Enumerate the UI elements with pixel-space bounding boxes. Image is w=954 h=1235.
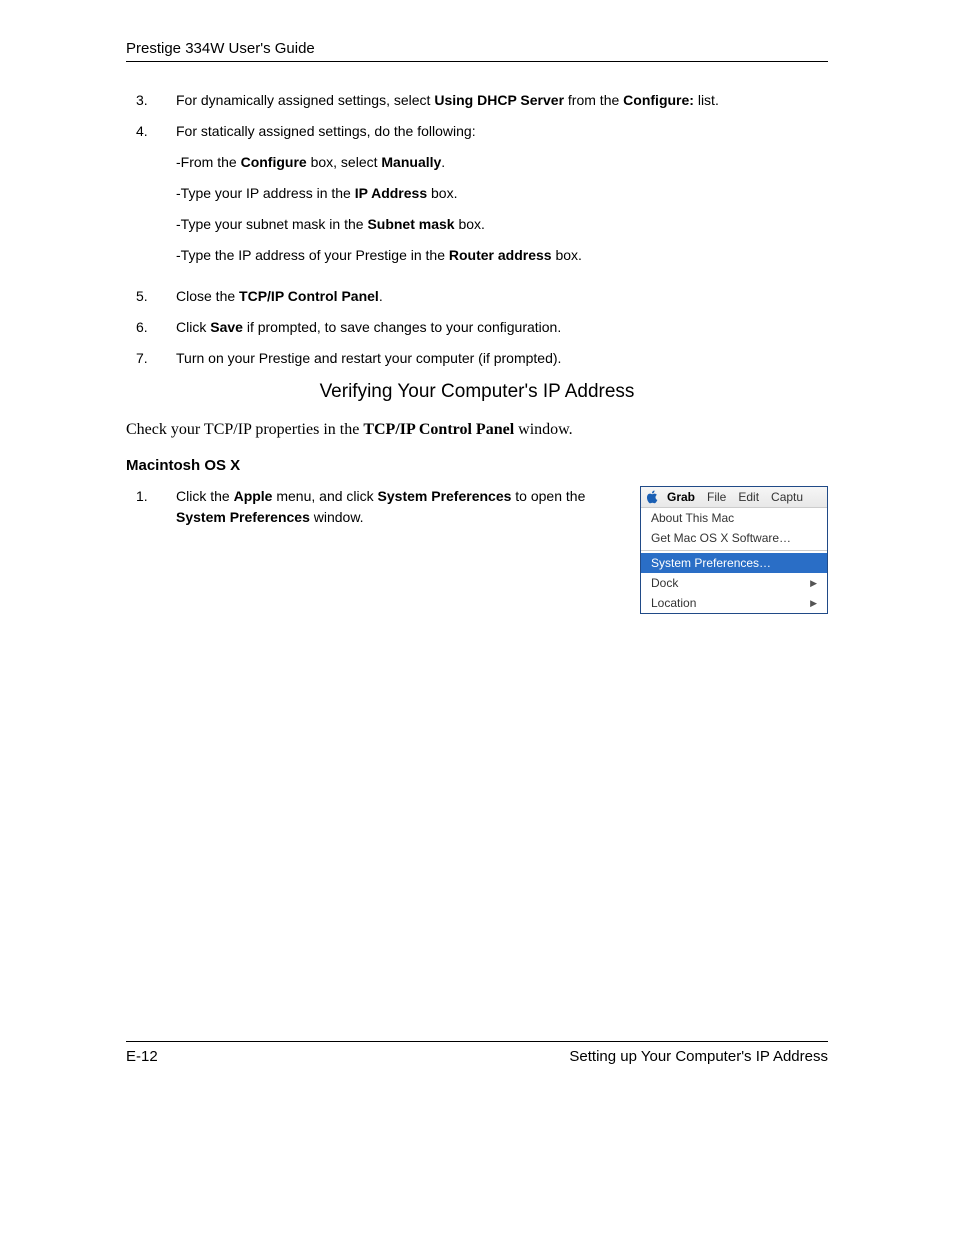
step-7: 7. Turn on your Prestige and restart you… <box>126 348 828 369</box>
page-header: Prestige 334W User's Guide <box>126 40 828 62</box>
text: -Type your IP address in the <box>176 185 355 201</box>
step-number: 4. <box>126 121 168 276</box>
text: list. <box>694 92 719 108</box>
step-5: 5. Close the TCP/IP Control Panel. <box>126 286 828 307</box>
text: to open the <box>511 488 585 504</box>
submenu-arrow-icon: ▶ <box>810 598 817 609</box>
bold: System Preferences <box>176 509 310 525</box>
step-body: For dynamically assigned settings, selec… <box>168 90 828 111</box>
bold: Save <box>210 319 243 335</box>
menu-label: System Preferences… <box>651 556 771 570</box>
two-column-row: 1. Click the Apple menu, and click Syste… <box>126 486 828 614</box>
text: Click <box>176 319 210 335</box>
text: from the <box>564 92 623 108</box>
step-body: Click Save if prompted, to save changes … <box>168 317 828 338</box>
menu-item-system-preferences[interactable]: System Preferences… <box>641 553 827 573</box>
left-column: 1. Click the Apple menu, and click Syste… <box>126 486 620 614</box>
text: box. <box>455 216 485 232</box>
text: menu, and click <box>272 488 377 504</box>
step-body: Click the Apple menu, and click System P… <box>168 486 620 528</box>
text: window. <box>310 509 364 525</box>
bold: Using DHCP Server <box>434 92 564 108</box>
substep: -Type your IP address in the IP Address … <box>176 183 828 204</box>
page-footer: E-12 Setting up Your Computer's IP Addre… <box>126 1041 828 1065</box>
menu-label: Location <box>651 596 696 610</box>
footer-page-number: E-12 <box>126 1048 158 1065</box>
subheading: Macintosh OS X <box>126 457 828 474</box>
bold: Apple <box>234 488 273 504</box>
document-page: Prestige 334W User's Guide 3. For dynami… <box>0 0 954 1235</box>
bold: System Preferences <box>378 488 512 504</box>
text: window. <box>514 421 573 438</box>
text: Check your TCP/IP properties in the <box>126 421 363 438</box>
text: For dynamically assigned settings, selec… <box>176 92 434 108</box>
submenu-arrow-icon: ▶ <box>810 578 817 589</box>
text: box. <box>427 185 457 201</box>
substep: -Type the IP address of your Prestige in… <box>176 245 828 266</box>
step-3: 3. For dynamically assigned settings, se… <box>126 90 828 111</box>
substep: -Type your subnet mask in the Subnet mas… <box>176 214 828 235</box>
substep: -From the Configure box, select Manually… <box>176 152 828 173</box>
section-title: Verifying Your Computer's IP Address <box>126 381 828 403</box>
menubar-item-grab[interactable]: Grab <box>667 490 695 504</box>
text: box. <box>552 247 582 263</box>
right-column: Grab File Edit Captu About This Mac Get … <box>640 486 828 614</box>
text: -From the <box>176 154 241 170</box>
paragraph: Check your TCP/IP properties in the TCP/… <box>126 421 828 439</box>
step-body: For statically assigned settings, do the… <box>168 121 828 276</box>
bold: Manually <box>381 154 441 170</box>
step-number: 6. <box>126 317 168 338</box>
menu-label: Get Mac OS X Software… <box>651 531 791 545</box>
text: Click the <box>176 488 234 504</box>
apple-icon[interactable] <box>645 490 659 504</box>
text: Turn on your Prestige and restart your c… <box>176 350 561 366</box>
menu-item-dock[interactable]: Dock ▶ <box>641 573 827 593</box>
text: For statically assigned settings, do the… <box>176 123 476 139</box>
menu-item-get-osx-software[interactable]: Get Mac OS X Software… <box>641 528 827 548</box>
text: . <box>379 288 383 304</box>
menubar-item-file[interactable]: File <box>707 490 726 504</box>
step-body: Close the TCP/IP Control Panel. <box>168 286 828 307</box>
menu-label: About This Mac <box>651 511 734 525</box>
text: box, select <box>307 154 382 170</box>
text: Close the <box>176 288 239 304</box>
menu-label: Dock <box>651 576 678 590</box>
osx-step-1: 1. Click the Apple menu, and click Syste… <box>126 486 620 528</box>
menu-separator <box>641 550 827 551</box>
bold: TCP/IP Control Panel <box>363 421 514 438</box>
step-number: 7. <box>126 348 168 369</box>
step-number: 1. <box>126 486 168 528</box>
apple-menu-dropdown: About This Mac Get Mac OS X Software… Sy… <box>641 508 827 613</box>
bold: Configure: <box>623 92 694 108</box>
step-body: Turn on your Prestige and restart your c… <box>168 348 828 369</box>
apple-menu-screenshot: Grab File Edit Captu About This Mac Get … <box>640 486 828 614</box>
bold: Subnet mask <box>367 216 454 232</box>
step-4: 4. For statically assigned settings, do … <box>126 121 828 276</box>
text: . <box>441 154 445 170</box>
bold: TCP/IP Control Panel <box>239 288 379 304</box>
mac-menubar: Grab File Edit Captu <box>641 487 827 508</box>
menubar-item-edit[interactable]: Edit <box>738 490 759 504</box>
menubar-item-capture[interactable]: Captu <box>771 490 803 504</box>
step-number: 5. <box>126 286 168 307</box>
menu-item-about-this-mac[interactable]: About This Mac <box>641 508 827 528</box>
menu-item-location[interactable]: Location ▶ <box>641 593 827 613</box>
text: if prompted, to save changes to your con… <box>243 319 561 335</box>
text: -Type your subnet mask in the <box>176 216 367 232</box>
step-number: 3. <box>126 90 168 111</box>
bold: IP Address <box>355 185 427 201</box>
footer-chapter-title: Setting up Your Computer's IP Address <box>569 1048 828 1065</box>
step-6: 6. Click Save if prompted, to save chang… <box>126 317 828 338</box>
bold: Router address <box>449 247 552 263</box>
text: -Type the IP address of your Prestige in… <box>176 247 449 263</box>
bold: Configure <box>241 154 307 170</box>
